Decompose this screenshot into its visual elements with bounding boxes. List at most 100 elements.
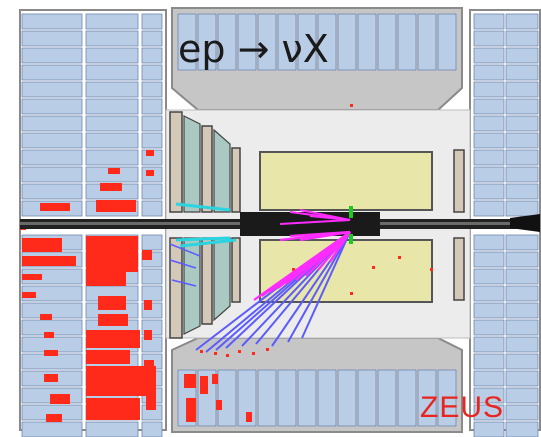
track [301, 231, 351, 339]
track [175, 236, 231, 242]
energy-hit [252, 352, 255, 355]
energy-deposit [86, 330, 140, 348]
cal-cell [21, 30, 83, 47]
energy-deposit [50, 394, 70, 404]
cal-cell [85, 149, 139, 166]
energy-deposit [146, 170, 154, 176]
cal-cell [21, 132, 83, 149]
cal-cell [473, 285, 505, 302]
cal-cell [437, 13, 457, 71]
cal-cell [337, 13, 357, 71]
cal-cell [505, 234, 539, 251]
cal-cell [473, 47, 505, 64]
cal-cell [21, 421, 83, 437]
cal-cell [141, 268, 163, 285]
energy-deposit [146, 150, 154, 156]
energy-deposit [144, 360, 154, 376]
cal-cell [141, 200, 163, 217]
cal-cell [473, 336, 505, 353]
energy-deposit [200, 376, 208, 394]
cal-cell [197, 13, 217, 71]
cal-cell [505, 64, 539, 81]
track [169, 259, 197, 269]
cal-cell [473, 64, 505, 81]
cal-cell [21, 149, 83, 166]
cal-cell [473, 13, 505, 30]
cal-cell [505, 251, 539, 268]
forward-coils [453, 149, 465, 301]
cal-cell [141, 13, 163, 30]
cal-cell [141, 81, 163, 98]
cal-cell [85, 30, 139, 47]
cal-cell [505, 47, 539, 64]
cal-cell [141, 64, 163, 81]
cal-cell [85, 132, 139, 149]
cal-cell [505, 302, 539, 319]
cal-cell [297, 13, 317, 71]
cal-cell [505, 387, 539, 404]
cal-cell [141, 421, 163, 437]
cal-cell [257, 369, 277, 427]
cal-cell [85, 13, 139, 30]
cal-cell [297, 369, 317, 427]
cal-cell [505, 115, 539, 132]
energy-hit [350, 104, 353, 107]
energy-deposit [46, 414, 62, 422]
cal-cell [21, 353, 83, 370]
energy-hit [292, 268, 295, 271]
cal-cell [473, 98, 505, 115]
energy-deposits [20, 104, 433, 422]
energy-hit [266, 348, 269, 351]
energy-deposit [86, 236, 138, 272]
cal-cell [473, 387, 505, 404]
cal-cell [473, 132, 505, 149]
energy-hit [430, 268, 433, 271]
particle-tracks [169, 202, 351, 353]
energy-deposit [142, 250, 152, 260]
cal-cell [141, 132, 163, 149]
track [309, 215, 351, 221]
cal-cell [85, 115, 139, 132]
cal-cell [257, 13, 277, 71]
energy-deposit [44, 332, 54, 338]
cal-cell [473, 319, 505, 336]
lower-chamber [259, 239, 433, 303]
cal-cell [141, 183, 163, 200]
energy-hit [372, 266, 375, 269]
energy-deposit [86, 350, 130, 364]
cal-cell [473, 200, 505, 217]
cal-cell [505, 13, 539, 30]
energy-hit [200, 350, 203, 353]
cal-cell [277, 13, 297, 71]
cal-cell [237, 13, 257, 71]
cal-cell [141, 98, 163, 115]
track [287, 231, 351, 343]
cal-cell [417, 13, 437, 71]
cal-cell [505, 268, 539, 285]
cal-cell [177, 13, 197, 71]
cal-cell [473, 353, 505, 370]
energy-deposit [212, 374, 218, 384]
zeus-logo: ZEUS [420, 391, 505, 424]
cal-cell [505, 98, 539, 115]
cal-cell [473, 370, 505, 387]
cal-cell [505, 183, 539, 200]
energy-deposit [246, 412, 252, 422]
cal-cell [505, 149, 539, 166]
cal-cell [505, 30, 539, 47]
vertex-marker [349, 206, 353, 244]
cal-cell [85, 421, 139, 437]
energy-hit [226, 354, 229, 357]
cal-cell [21, 336, 83, 353]
cal-cell [85, 64, 139, 81]
cal-cell [217, 369, 237, 427]
cal-cell [473, 302, 505, 319]
cal-cell [85, 98, 139, 115]
cal-cell [505, 132, 539, 149]
cal-cell [337, 369, 357, 427]
cal-cell [473, 268, 505, 285]
cal-cell [473, 30, 505, 47]
cal-cell [505, 166, 539, 183]
cal-cell [397, 13, 417, 71]
